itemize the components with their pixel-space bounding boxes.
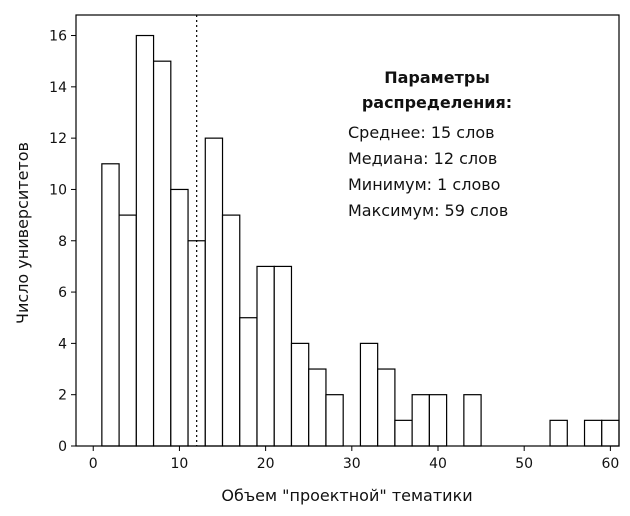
stats-title-line-2: распределения: — [362, 93, 512, 112]
y-tick-label: 8 — [58, 234, 67, 250]
x-tick-label: 30 — [343, 456, 361, 472]
histogram-bar — [377, 368, 396, 447]
stats-mean: Среднее: 15 слов — [348, 123, 495, 142]
stats-max: Максимум: 59 слов — [348, 201, 508, 220]
histogram-bar — [601, 419, 620, 447]
x-tick-label: 10 — [171, 456, 189, 472]
histogram-bar — [256, 265, 275, 447]
histogram-bar — [463, 394, 482, 447]
plot-frame — [75, 14, 620, 447]
x-tick-label: 40 — [429, 456, 447, 472]
x-axis-title: Объем "проектной" тематики — [221, 486, 472, 505]
histogram-bar — [359, 342, 379, 447]
y-tick-label: 0 — [58, 439, 67, 455]
histogram-bar — [411, 394, 430, 447]
histogram-bar — [204, 137, 224, 447]
histogram-bar — [290, 342, 310, 447]
stats-title-line-1: Параметры — [384, 68, 490, 87]
y-tick-label: 6 — [58, 285, 67, 301]
histogram-bar — [308, 368, 327, 447]
x-tick-label: 0 — [89, 456, 98, 472]
y-tick-label: 14 — [49, 80, 67, 96]
stats-median: Медиана: 12 слов — [348, 149, 497, 168]
x-tick-label: 60 — [601, 456, 619, 472]
histogram-bar — [221, 214, 241, 447]
histogram-bar — [549, 419, 568, 447]
y-tick-label: 4 — [58, 336, 67, 352]
y-tick-label: 12 — [49, 131, 67, 147]
x-tick-label: 50 — [515, 456, 533, 472]
histogram-bar — [428, 394, 448, 447]
histogram-bar — [101, 163, 120, 447]
y-tick-label: 10 — [49, 182, 67, 198]
histogram-bar — [118, 214, 137, 447]
y-axis: 0 2 4 6 8 10 12 14 16 — [49, 29, 76, 455]
y-tick-label: 2 — [58, 388, 67, 404]
y-tick-label: 16 — [49, 29, 67, 45]
histogram-bar — [239, 317, 258, 447]
histogram-bar — [152, 60, 172, 447]
x-tick-label: 20 — [257, 456, 275, 472]
histogram-bar — [325, 394, 344, 447]
x-axis: 0 10 20 30 40 50 60 — [89, 446, 619, 472]
histogram-bar — [394, 419, 413, 447]
stats-min: Минимум: 1 слово — [348, 175, 500, 194]
histogram-bar — [273, 265, 293, 447]
histogram-bar — [135, 34, 155, 447]
histogram-bar — [170, 188, 189, 447]
bars-group — [101, 34, 620, 447]
histogram-bar — [583, 419, 603, 447]
y-axis-title: Число университетов — [13, 142, 32, 324]
distribution-stats-annotation: Параметры распределения: Среднее: 15 сло… — [348, 68, 512, 220]
